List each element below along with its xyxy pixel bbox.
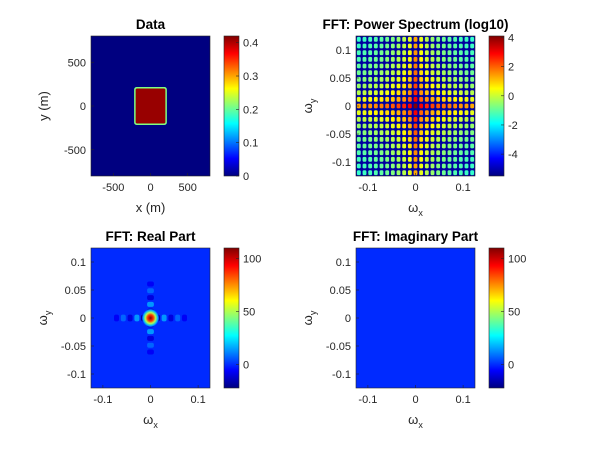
colorbar-data: 0 0.1 0.2 0.3 0.4: [223, 35, 258, 183]
panel-imag: -0.1 0 0.1 -0.1 -0.05 0 0.05 0.1 FFT: Imaginary …: [300, 229, 526, 430]
y-tick-label: 0: [80, 313, 86, 325]
colorbar-tick-label: 4: [508, 32, 514, 44]
y-tick-label: 0.05: [330, 285, 351, 297]
x-tick-label: -0.1: [93, 394, 112, 406]
sinc-lobe-x: [168, 314, 174, 322]
colorbar-gradient: [488, 35, 505, 177]
colorbar-tick-label: 100: [243, 254, 261, 266]
sinc-lobe-x: [161, 314, 167, 322]
y-tick-label: -0.1: [332, 157, 351, 169]
sinc-lobe-y: [147, 335, 154, 341]
x-axis-label: x (m): [136, 200, 166, 215]
x-tick-label: 0.1: [455, 182, 470, 194]
y-tick-label: 0.05: [330, 73, 351, 85]
colorbar-gradient: [223, 247, 240, 389]
panel-title: FFT: Imaginary Part: [353, 229, 479, 244]
y-tick-label: -500: [64, 145, 86, 157]
x-tick-label: 0: [412, 394, 418, 406]
colorbar-tick-label: 0.4: [243, 38, 258, 50]
sinc-lobe-x: [175, 314, 181, 322]
panel-title: FFT: Power Spectrum (log10): [322, 17, 508, 32]
colorbar-tick-label: 100: [508, 254, 526, 266]
y-tick-label: 0.1: [336, 257, 351, 269]
x-axis-label: ωx: [408, 412, 423, 430]
sinc-lobe-x: [127, 314, 133, 322]
y-tick-label: -0.05: [326, 341, 351, 353]
sinc-lobe-x: [120, 314, 126, 322]
y-tick-label: -0.1: [332, 369, 351, 381]
sinc-lobe-x: [182, 314, 187, 322]
colorbar-tick-label: -2: [508, 120, 518, 132]
sinc-lobe-y: [147, 281, 154, 287]
y-tick-label: 0: [345, 101, 351, 113]
sinc-lobe-y: [147, 295, 154, 301]
panel-title: FFT: Real Part: [105, 229, 196, 244]
y-tick-label: 0.1: [336, 45, 351, 57]
heatmap-uniform: [356, 248, 475, 388]
x-tick-label: -500: [102, 182, 124, 194]
sinc-lobe-y: [147, 288, 154, 294]
power-cells: [356, 36, 475, 176]
heatmap-real: [91, 248, 210, 388]
colorbar-tick-label: -4: [508, 149, 518, 161]
x-tick-label: 0.1: [455, 394, 470, 406]
colorbar-imag: 0 50 100: [488, 247, 526, 389]
x-tick-label: 0: [147, 394, 153, 406]
y-tick-label: 0.05: [65, 285, 86, 297]
colorbar-tick-label: 0.1: [243, 138, 258, 150]
x-axis-label: ωx: [408, 200, 423, 218]
sinc-lobe-y: [147, 301, 154, 307]
sinc-lobe-x: [114, 314, 119, 322]
colorbar-gradient: [223, 35, 240, 177]
colorbar-tick-label: 0: [243, 360, 249, 372]
heatmap-imag: [356, 248, 475, 388]
panel-data: -500 0 500 -500 0 500 Data x (m) y (m) 0 0.1 0.2 0.3…: [36, 17, 258, 215]
x-tick-label: 0: [147, 182, 153, 194]
colorbar-tick-label: 2: [508, 62, 514, 74]
sinc-lobe-y: [147, 349, 154, 355]
panel-title: Data: [136, 17, 166, 32]
y-axis-label: ωy: [300, 310, 318, 325]
y-tick-label: -0.05: [326, 129, 351, 141]
y-tick-label: 0: [80, 101, 86, 113]
colorbar-gradient: [488, 247, 505, 389]
y-tick-label: 0.1: [71, 257, 86, 269]
sinc-lobe-x: [134, 314, 140, 322]
y-axis-label: ωy: [300, 98, 318, 113]
sinc-lobe-y: [147, 329, 154, 335]
y-tick-label: 500: [68, 57, 86, 69]
square-feature: [135, 88, 166, 124]
x-tick-label: -0.1: [358, 394, 377, 406]
x-tick-label: 500: [179, 182, 197, 194]
x-tick-label: -0.1: [358, 182, 377, 194]
y-tick-label: 0: [345, 313, 351, 325]
colorbar-tick-label: 0.3: [243, 71, 258, 83]
colorbar-tick-label: 0: [243, 171, 249, 183]
x-axis-label: ωx: [143, 412, 158, 430]
sinc-lobe-y: [147, 342, 154, 348]
panel-real: -0.1 0 0.1 -0.1 -0.05 0 0.05 0.1 FFT: Real Part ω…: [35, 229, 261, 430]
colorbar-tick-label: 50: [508, 307, 520, 319]
colorbar-tick-label: 0: [508, 360, 514, 372]
heatmap-power: [356, 36, 475, 176]
heatmap-data: [91, 36, 210, 176]
colorbar-tick-label: 0.2: [243, 104, 258, 116]
x-tick-label: 0.1: [190, 394, 205, 406]
y-tick-label: -0.1: [67, 369, 86, 381]
x-tick-label: 0: [412, 182, 418, 194]
colorbar-tick-label: 50: [243, 307, 255, 319]
panel-power: -0.1 0 0.1 -0.1 -0.05 0 0.05 0.1 FFT: Power Spec…: [300, 17, 518, 218]
y-axis-label: ωy: [35, 310, 53, 325]
y-axis-label: y (m): [36, 91, 51, 121]
sinc-peak: [142, 309, 159, 327]
colorbar-tick-label: 0: [508, 91, 514, 103]
colorbar-power: -4 -2 0 2 4: [488, 32, 518, 177]
y-tick-label: -0.05: [61, 341, 86, 353]
colorbar-real: 0 50 100: [223, 247, 261, 389]
